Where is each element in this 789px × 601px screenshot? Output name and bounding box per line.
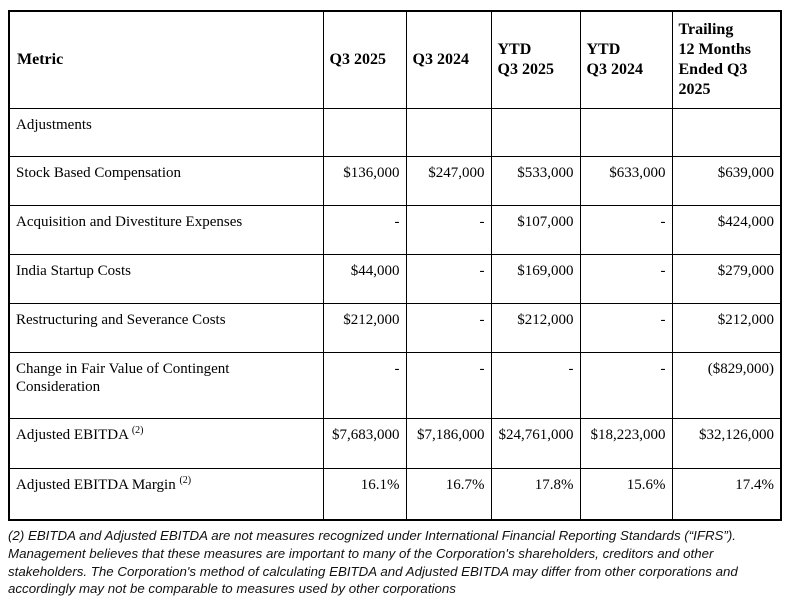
value-cell: $169,000	[490, 253, 581, 304]
footnote-reference: (2)	[179, 474, 192, 486]
value-cell: $279,000	[671, 253, 782, 304]
table-row-adjusted-ebitda: Adjusted EBITDA (2) $7,683,000 $7,186,00…	[8, 417, 782, 469]
table-row-india-startup-costs: India Startup Costs $44,000 - $169,000 -…	[8, 253, 782, 304]
value-cell: $7,186,000	[405, 417, 492, 469]
column-header-q3-2025: Q3 2025	[322, 10, 407, 109]
value-cell: $212,000	[322, 302, 407, 353]
empty-cell	[579, 107, 673, 157]
column-header-ytd-q3-2024: YTD Q3 2024	[579, 10, 673, 109]
value-cell: $212,000	[490, 302, 581, 353]
table-row-acquisition-divestiture: Acquisition and Divestiture Expenses - -…	[8, 204, 782, 255]
value-cell: $32,126,000	[671, 417, 782, 469]
value-cell: $633,000	[579, 155, 673, 206]
table-row-change-fair-value: Change in Fair Value of Contingent Consi…	[8, 351, 782, 419]
value-cell: $639,000	[671, 155, 782, 206]
value-cell: $24,761,000	[490, 417, 581, 469]
metric-label: Acquisition and Divestiture Expenses	[8, 204, 324, 255]
metric-label: Stock Based Compensation	[8, 155, 324, 206]
column-header-ytd-q3-2025: YTD Q3 2025	[490, 10, 581, 109]
value-cell: -	[322, 204, 407, 255]
metric-label: Change in Fair Value of Contingent Consi…	[8, 351, 324, 419]
value-cell: $7,683,000	[322, 417, 407, 469]
empty-cell	[405, 107, 492, 157]
value-cell: 16.7%	[405, 467, 492, 521]
column-header-metric: Metric	[8, 10, 324, 109]
empty-cell	[671, 107, 782, 157]
column-header-q3-2024: Q3 2024	[405, 10, 492, 109]
value-cell: $212,000	[671, 302, 782, 353]
value-cell: -	[579, 351, 673, 419]
column-header-trailing-12-months: Trailing 12 Months Ended Q3 2025	[671, 10, 782, 109]
value-cell: $18,223,000	[579, 417, 673, 469]
value-cell: ($829,000)	[671, 351, 782, 419]
value-cell: 17.8%	[490, 467, 581, 521]
value-cell: $136,000	[322, 155, 407, 206]
value-cell: $44,000	[322, 253, 407, 304]
table-row-adjusted-ebitda-margin: Adjusted EBITDA Margin (2) 16.1% 16.7% 1…	[8, 467, 782, 521]
metric-text: Adjusted EBITDA Margin	[16, 476, 176, 493]
value-cell: 17.4%	[671, 467, 782, 521]
value-cell: $533,000	[490, 155, 581, 206]
table-row-stock-based-compensation: Stock Based Compensation $136,000 $247,0…	[8, 155, 782, 206]
value-cell: $247,000	[405, 155, 492, 206]
value-cell: -	[579, 253, 673, 304]
value-cell: 15.6%	[579, 467, 673, 521]
value-cell: -	[579, 302, 673, 353]
value-cell: $424,000	[671, 204, 782, 255]
value-cell: -	[579, 204, 673, 255]
value-cell: $107,000	[490, 204, 581, 255]
metric-label: Restructuring and Severance Costs	[8, 302, 324, 353]
value-cell: -	[405, 302, 492, 353]
section-label: Adjustments	[8, 107, 324, 157]
value-cell: -	[405, 204, 492, 255]
table-header-row: Metric Q3 2025 Q3 2024 YTD Q3 2025 YTD Q…	[8, 10, 782, 109]
footnote-text: (2) EBITDA and Adjusted EBITDA are not m…	[8, 528, 738, 597]
ebitda-adjustments-table: Metric Q3 2025 Q3 2024 YTD Q3 2025 YTD Q…	[8, 10, 782, 521]
metric-text: Adjusted EBITDA	[16, 426, 129, 443]
metric-label: India Startup Costs	[8, 253, 324, 304]
table-row-restructuring-severance: Restructuring and Severance Costs $212,0…	[8, 302, 782, 353]
value-cell: -	[322, 351, 407, 419]
footnote-reference: (2)	[131, 424, 144, 436]
value-cell: 16.1%	[322, 467, 407, 521]
value-cell: -	[405, 351, 492, 419]
value-cell: -	[490, 351, 581, 419]
empty-cell	[322, 107, 407, 157]
metric-label: Adjusted EBITDA Margin (2)	[8, 467, 324, 521]
value-cell: -	[405, 253, 492, 304]
metric-label: Adjusted EBITDA (2)	[8, 417, 324, 469]
table-row-adjustments-section: Adjustments	[8, 107, 782, 157]
empty-cell	[490, 107, 581, 157]
